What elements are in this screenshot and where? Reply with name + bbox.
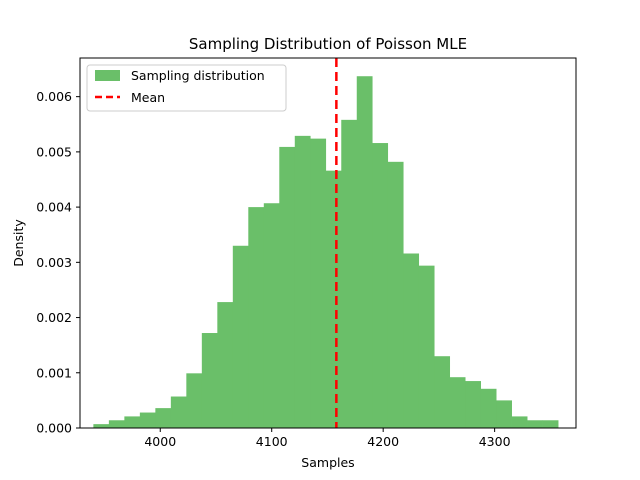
plot-frame <box>79 57 577 429</box>
histogram-bar <box>155 408 172 428</box>
histogram-bar <box>248 207 265 428</box>
x-tick-label: 4300 <box>479 434 511 449</box>
histogram-bar <box>217 302 234 428</box>
histogram-bar <box>294 135 311 429</box>
histogram-bar <box>232 245 249 428</box>
histogram-bar <box>403 253 420 428</box>
y-axis-ticks: 0.000 0.001 0.002 0.003 0.004 0.005 0.006 <box>36 89 80 436</box>
histogram-bar <box>93 424 110 428</box>
histogram-bars <box>93 76 559 429</box>
histogram-bar <box>480 388 497 428</box>
histogram-bar <box>527 420 543 428</box>
histogram-bar <box>542 420 559 428</box>
y-tick-label: 0.001 <box>36 365 72 380</box>
histogram-bar <box>108 420 125 428</box>
y-tick-label: 0.006 <box>36 89 72 104</box>
legend-swatch-histogram <box>95 70 120 81</box>
histogram-bar <box>139 412 156 428</box>
x-tick-label: 4000 <box>144 434 176 449</box>
y-axis-label: Density <box>11 219 26 267</box>
histogram-bar <box>418 265 435 428</box>
histogram-bar <box>310 138 327 428</box>
histogram-bar <box>465 381 482 428</box>
y-tick-label: 0.002 <box>36 310 72 325</box>
x-axis-label: Samples <box>301 455 354 470</box>
y-tick-label: 0.003 <box>36 255 72 270</box>
histogram-bar <box>434 356 451 428</box>
histogram-bar <box>263 203 280 428</box>
histogram-bar <box>356 76 373 428</box>
histogram-bar <box>170 396 187 428</box>
histogram-bar <box>496 400 512 428</box>
histogram-bar <box>387 161 404 428</box>
x-tick-label: 4200 <box>367 434 399 449</box>
y-tick-label: 0.005 <box>36 144 72 159</box>
histogram-bar <box>124 416 141 428</box>
legend: Sampling distribution Mean <box>86 64 287 112</box>
histogram-bar <box>449 377 466 428</box>
x-axis-ticks: 4000 4100 4200 4300 <box>144 428 511 449</box>
histogram-bar <box>279 146 296 428</box>
histogram-bar <box>186 373 203 428</box>
histogram-bar <box>511 416 528 428</box>
y-tick-label: 0.004 <box>36 200 72 215</box>
legend-label-mean: Mean <box>131 90 165 105</box>
histogram-bar <box>201 333 218 428</box>
chart-title: Sampling Distribution of Poisson MLE <box>189 35 467 53</box>
x-tick-label: 4100 <box>256 434 288 449</box>
histogram-bar <box>325 170 342 428</box>
legend-box <box>86 64 287 112</box>
y-tick-label: 0.000 <box>36 421 72 436</box>
legend-label-histogram: Sampling distribution <box>131 68 265 83</box>
histogram-bar <box>341 119 358 429</box>
histogram-bar <box>372 143 389 428</box>
